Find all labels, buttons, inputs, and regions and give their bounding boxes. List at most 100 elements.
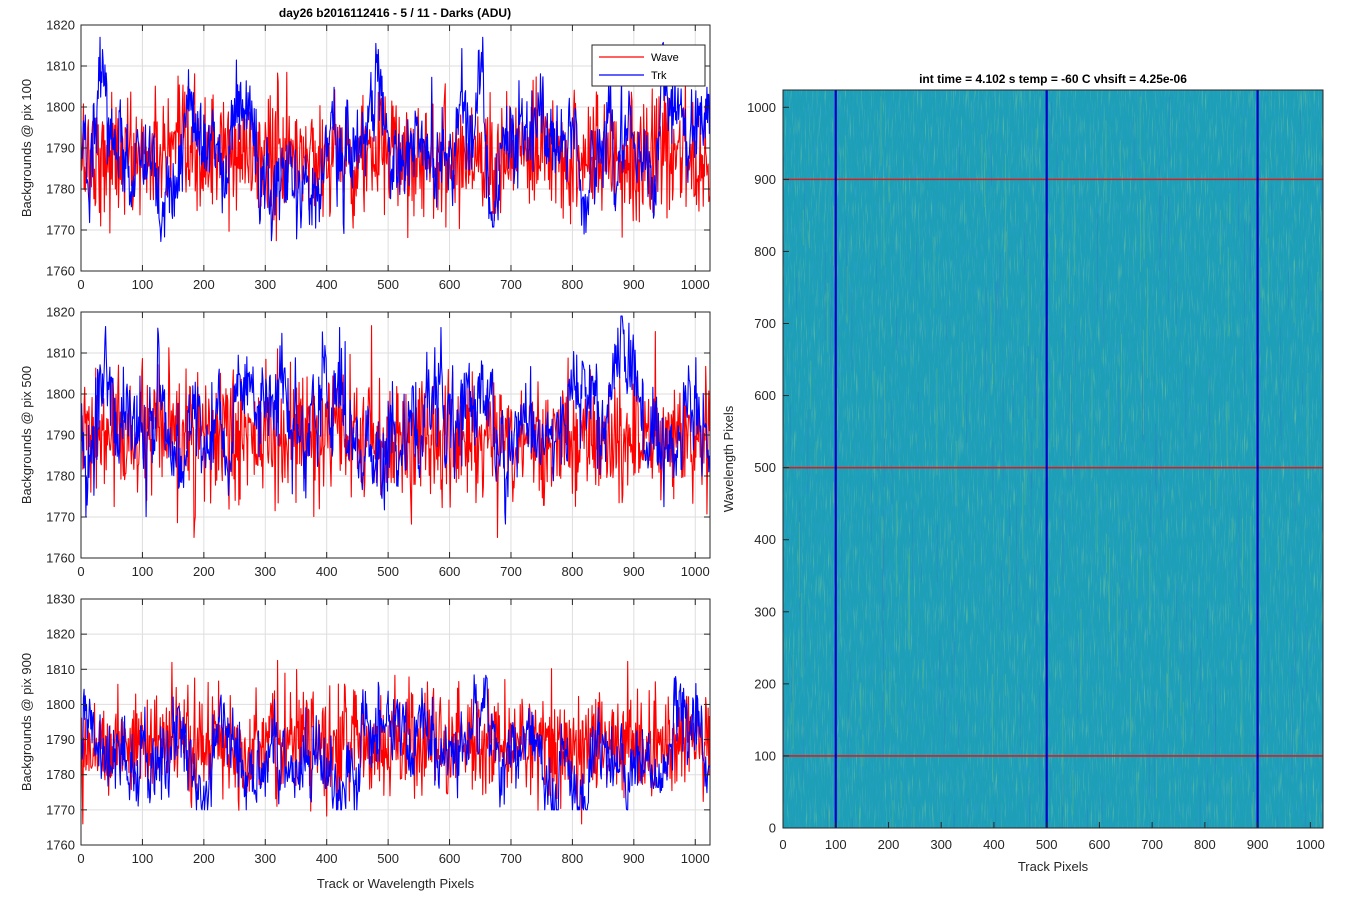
x-tick-label: 400 <box>316 564 338 579</box>
x-tick-label: 900 <box>623 564 645 579</box>
x-tick-label: 200 <box>193 851 215 866</box>
image-frame <box>782 89 1324 829</box>
y-tick-label: 1830 <box>46 592 75 607</box>
x-tick-label: 500 <box>377 851 399 866</box>
x-tick-label: 0 <box>77 564 84 579</box>
image-y-tick-label: 600 <box>754 388 776 403</box>
x-tick-label: 600 <box>439 277 461 292</box>
image-xlabel: Track Pixels <box>1018 859 1089 874</box>
image-x-tick-label: 400 <box>983 837 1005 852</box>
series-line-trk <box>81 674 710 811</box>
image-noise-green <box>783 90 1323 828</box>
series-line-trk <box>81 36 710 243</box>
x-tick-label: 700 <box>500 564 522 579</box>
x-tick-label: 600 <box>439 851 461 866</box>
x-tick-label: 0 <box>77 277 84 292</box>
legend: Wave Trk <box>591 44 706 87</box>
x-tick-label: 100 <box>132 851 154 866</box>
x-axis-label: Track or Wavelength Pixels <box>317 876 475 891</box>
y-tick-label: 1780 <box>46 767 75 782</box>
legend-label-wave: Wave <box>651 52 679 64</box>
y-tick-label: 1810 <box>46 662 75 677</box>
y-tick-label: 1810 <box>46 346 75 361</box>
y-tick-label: 1790 <box>46 428 75 443</box>
image-x-tick-label: 500 <box>1036 837 1058 852</box>
y-tick-label: 1770 <box>46 223 75 238</box>
line-panel-pix-500: 0 100 200 300 400 500 600 700 800 900 1000 1760 1770… <box>19 305 711 579</box>
x-tick-label: 0 <box>77 851 84 866</box>
y-axis-label: Backgrounds @ pix 500 <box>19 366 34 504</box>
x-tick-label: 200 <box>193 277 215 292</box>
series-line-trk <box>81 315 710 525</box>
x-tick-label: 300 <box>254 564 276 579</box>
x-tick-label: 400 <box>316 851 338 866</box>
y-tick-label: 1820 <box>46 305 75 320</box>
legend-box <box>591 44 706 87</box>
x-tick-label: 600 <box>439 564 461 579</box>
image-y-tick-label: 1000 <box>747 100 776 115</box>
image-y-tick-label: 300 <box>754 604 776 619</box>
x-tick-label: 900 <box>623 277 645 292</box>
y-tick-label: 1810 <box>46 59 75 74</box>
figure-title: day26 b2016112416 - 5 / 11 - Darks (ADU) <box>279 6 511 20</box>
series-group <box>81 315 710 539</box>
x-tick-label: 100 <box>132 564 154 579</box>
x-tick-label: 700 <box>500 851 522 866</box>
x-tick-label: 1000 <box>681 564 710 579</box>
x-tick-label: 900 <box>623 851 645 866</box>
y-tick-label: 1760 <box>46 264 75 279</box>
x-tick-label: 200 <box>193 564 215 579</box>
y-tick-label: 1790 <box>46 732 75 747</box>
y-tick-label: 1800 <box>46 697 75 712</box>
image-y-tick-label: 200 <box>754 676 776 691</box>
image-x-tick-label: 600 <box>1089 837 1111 852</box>
y-tick-label: 1790 <box>46 141 75 156</box>
x-tick-label: 1000 <box>681 851 710 866</box>
series-group <box>81 659 710 825</box>
image-x-tick-label: 300 <box>930 837 952 852</box>
x-tick-label: 500 <box>377 564 399 579</box>
y-tick-label: 1780 <box>46 469 75 484</box>
image-area <box>783 90 1323 828</box>
image-ylabel: Wavelength Pixels <box>721 405 736 512</box>
x-tick-label: 500 <box>377 277 399 292</box>
line-panel-pix-900: 0 100 200 300 400 500 600 700 800 900 1000 1760 1770… <box>19 592 711 891</box>
y-axis-label: Backgrounds @ pix 900 <box>19 653 34 791</box>
x-tick-label: 700 <box>500 277 522 292</box>
legend-label-trk: Trk <box>651 70 667 82</box>
x-tick-label: 300 <box>254 277 276 292</box>
y-tick-label: 1770 <box>46 802 75 817</box>
x-tick-label: 800 <box>562 851 584 866</box>
y-tick-label: 1760 <box>46 551 75 566</box>
y-axis-label: Backgrounds @ pix 100 <box>19 79 34 217</box>
image-panel: int time = 4.102 s temp = -60 C vhsift =… <box>721 72 1325 874</box>
series-group <box>81 36 710 243</box>
y-tick-label: 1800 <box>46 100 75 115</box>
x-tick-label: 400 <box>316 277 338 292</box>
x-tick-label: 300 <box>254 851 276 866</box>
image-x-tick-label: 1000 <box>1296 837 1325 852</box>
image-y-tick-label: 100 <box>754 748 776 763</box>
image-y-tick-label: 700 <box>754 316 776 331</box>
image-y-tick-label: 800 <box>754 244 776 259</box>
image-y-tick-label: 0 <box>769 821 776 836</box>
axes-frame <box>80 598 711 846</box>
image-x-tick-label: 0 <box>779 837 786 852</box>
y-tick-label: 1780 <box>46 182 75 197</box>
y-tick-label: 1820 <box>46 18 75 33</box>
image-y-tick-label: 400 <box>754 532 776 547</box>
image-x-tick-label: 800 <box>1194 837 1216 852</box>
image-title: int time = 4.102 s temp = -60 C vhsift =… <box>919 72 1187 86</box>
image-y-tick-label: 500 <box>754 460 776 475</box>
image-x-tick-label: 700 <box>1141 837 1163 852</box>
x-tick-label: 100 <box>132 277 154 292</box>
image-x-tick-label: 200 <box>878 837 900 852</box>
y-tick-label: 1820 <box>46 627 75 642</box>
y-tick-label: 1800 <box>46 387 75 402</box>
y-tick-label: 1760 <box>46 838 75 853</box>
y-tick-label: 1770 <box>46 510 75 525</box>
image-y-tick-label: 900 <box>754 172 776 187</box>
image-x-tick-label: 900 <box>1247 837 1269 852</box>
x-tick-label: 800 <box>562 564 584 579</box>
